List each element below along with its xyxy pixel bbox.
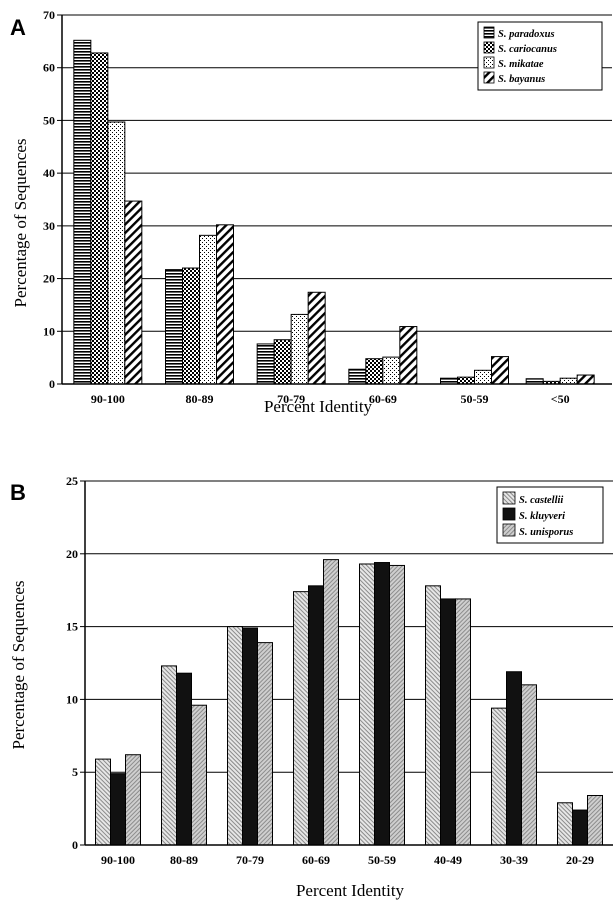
- y-tick-label: 30: [43, 219, 55, 233]
- x-tick-label: 80-89: [186, 392, 214, 406]
- chart-b: 0 5 10 15 20 25 90-100 80-89 70-79 60-69 50-59 40-4…: [66, 474, 613, 867]
- legend-label: S. castellii: [519, 495, 563, 506]
- bar-hatch-light: [161, 665, 177, 846]
- chart-a-ylabel: Percentage of Sequences: [11, 139, 30, 308]
- chart-b-ylabel: Percentage of Sequences: [9, 581, 28, 750]
- y-tick-label: 0: [72, 838, 78, 852]
- bar-solid-black: [242, 627, 258, 846]
- legend-label: S. paradoxus: [498, 29, 555, 40]
- chart-b-xlabel: Percent Identity: [296, 881, 405, 900]
- bar-hlines: [256, 343, 275, 385]
- panel-letter-a: A: [10, 15, 26, 40]
- bar-solid-black: [308, 585, 324, 846]
- y-tick-label: 0: [49, 377, 55, 391]
- x-tick-label: 40-49: [434, 853, 462, 867]
- bar-hlines: [73, 39, 92, 385]
- x-tick-label: 90-100: [101, 853, 135, 867]
- bar-hlines: [525, 378, 544, 385]
- bar-dots: [199, 234, 217, 385]
- x-tick-label: 60-69: [369, 392, 397, 406]
- bar-hatch-gray: [521, 684, 537, 846]
- y-tick-label: 60: [43, 61, 55, 75]
- x-tick-label: 50-59: [368, 853, 396, 867]
- bar-diag: [399, 326, 418, 385]
- bar-solid-black: [374, 562, 390, 846]
- bar-dots: [382, 356, 401, 385]
- legend-box: [477, 21, 603, 91]
- bar-dots: [107, 121, 126, 385]
- legend-swatch: [502, 523, 516, 537]
- x-tick-label: 60-69: [302, 853, 330, 867]
- bar-hatch-light: [491, 707, 507, 846]
- y-tick-label: 40: [43, 166, 55, 180]
- bar-hlines: [348, 368, 367, 385]
- bar-checker: [182, 267, 200, 385]
- bar-checker: [457, 376, 475, 385]
- chart-a-xlabel: Percent Identity: [264, 397, 373, 416]
- legend-swatch: [483, 71, 495, 84]
- bar-dots: [290, 313, 309, 385]
- bar-diag: [576, 374, 595, 385]
- y-tick-label: 15: [66, 620, 78, 634]
- chart-a: 0 10 20 30 40 50 60 70 90-100 80-89 70-79 60-69 50-5…: [43, 8, 612, 406]
- bar-hatch-gray: [257, 642, 273, 846]
- y-tick-label: 25: [66, 474, 78, 488]
- bar-dots: [559, 377, 578, 385]
- y-tick-label: 20: [66, 547, 78, 561]
- x-tick-label: 80-89: [170, 853, 198, 867]
- bar-hatch-gray: [323, 559, 339, 846]
- x-tick-label: 20-29: [566, 853, 594, 867]
- legend-swatch: [483, 41, 495, 54]
- bar-hlines: [440, 377, 458, 385]
- x-tick-label: 30-39: [500, 853, 528, 867]
- legend-label: S. kluyveri: [519, 511, 565, 522]
- x-tick-label: 90-100: [91, 392, 125, 406]
- legend-label: S. mikatae: [498, 59, 544, 70]
- bar-hatch-light: [557, 802, 573, 846]
- bar-solid-black: [572, 809, 588, 846]
- y-tick-label: 10: [66, 692, 78, 706]
- bar-diag: [216, 224, 234, 385]
- legend-label: S. unisporus: [519, 527, 573, 538]
- bar-hlines: [165, 269, 183, 385]
- bar-hatch-light: [293, 591, 309, 846]
- bar-dots: [474, 369, 492, 385]
- y-tick-label: 50: [43, 113, 55, 127]
- legend-swatch: [483, 26, 495, 39]
- bar-solid-black: [176, 672, 192, 846]
- bar-checker: [273, 339, 292, 385]
- bar-hatch-gray: [389, 564, 405, 846]
- legend-swatch: [502, 507, 516, 521]
- x-tick-label: 70-79: [277, 392, 305, 406]
- y-tick-label: 20: [43, 272, 55, 286]
- bar-hatch-light: [227, 626, 243, 846]
- y-tick-label: 10: [43, 324, 55, 338]
- bar-hatch-light: [359, 563, 375, 846]
- bar-hatch-gray: [455, 598, 471, 846]
- x-tick-label: 50-59: [461, 392, 489, 406]
- bar-diag: [307, 291, 326, 385]
- legend-label: S. cariocanus: [498, 44, 557, 55]
- legend-swatch: [483, 56, 495, 69]
- bar-hatch-gray: [587, 794, 603, 846]
- bar-hatch-light: [95, 758, 111, 846]
- bar-solid-black: [506, 671, 522, 846]
- bar-checker: [90, 52, 109, 385]
- bar-solid-black: [110, 773, 126, 846]
- bar-hatch-light: [425, 585, 441, 846]
- legend-label: S. bayanus: [498, 74, 545, 85]
- bar-hatch-gray: [125, 754, 141, 846]
- bar-diag: [491, 356, 509, 385]
- bar-diag: [124, 200, 143, 385]
- bar-solid-black: [440, 598, 456, 846]
- y-tick-label: 5: [72, 765, 78, 779]
- panel-letter-b: B: [10, 480, 26, 505]
- legend-swatch: [502, 491, 516, 505]
- x-tick-label: <50: [551, 392, 570, 406]
- y-tick-label: 70: [43, 8, 55, 22]
- bar-checker: [365, 358, 384, 385]
- x-tick-label: 70-79: [236, 853, 264, 867]
- bar-hatch-gray: [191, 704, 207, 846]
